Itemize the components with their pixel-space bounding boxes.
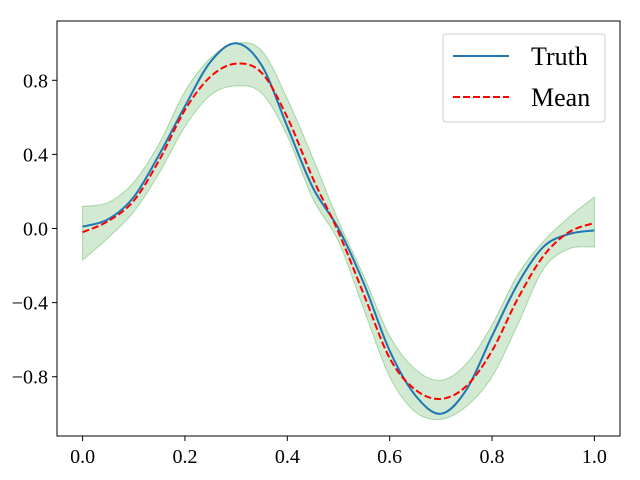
x-axis-ticks: 0.0 0.2 0.4 0.6 0.8 1.0 [70,436,607,468]
x-tick-label: 1.0 [582,446,607,468]
y-tick-label: 0.8 [23,70,48,92]
x-tick-label: 0.4 [275,446,300,468]
x-tick-label: 0.0 [70,446,95,468]
y-tick-label: −0.4 [12,293,48,315]
series-line-mean [82,62,595,401]
legend-label-truth: Truth [531,42,588,71]
series-layer [82,42,595,415]
series-line-truth [82,42,595,415]
y-tick-label: 0.4 [23,144,48,166]
x-tick-label: 0.2 [172,446,197,468]
legend: Truth Mean [442,33,606,123]
y-tick-label: −0.8 [12,367,48,389]
y-tick-label: 0.0 [23,219,48,241]
y-axis-ticks: −0.8 −0.4 0.0 0.4 0.8 [12,70,57,389]
x-tick-label: 0.6 [377,446,402,468]
x-tick-label: 0.8 [480,446,505,468]
legend-label-mean: Mean [531,83,590,112]
